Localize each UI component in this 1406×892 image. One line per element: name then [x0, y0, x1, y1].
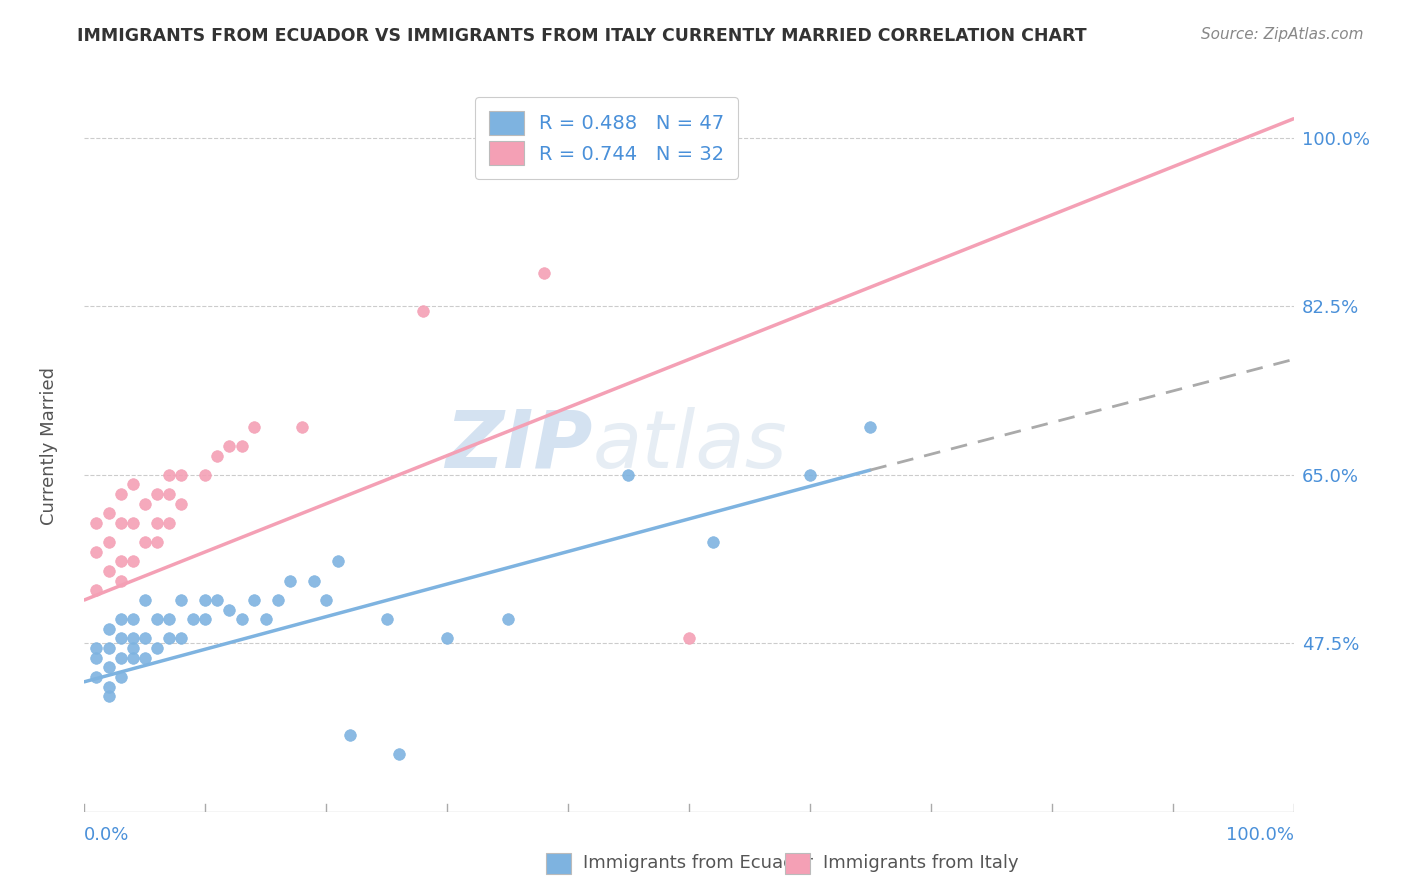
Point [207, 449, 229, 463]
Point [496, 612, 519, 626]
Point [218, 602, 240, 616]
Point [231, 612, 253, 626]
Point [121, 632, 143, 646]
Point [110, 554, 132, 568]
Point [121, 477, 143, 491]
Point [146, 487, 169, 501]
Point [678, 632, 700, 646]
Point [799, 467, 821, 482]
Legend: R = 0.488   N = 47, R = 0.744   N = 32: R = 0.488 N = 47, R = 0.744 N = 32 [475, 97, 738, 178]
Point [218, 439, 240, 453]
Point [170, 467, 193, 482]
Point [97, 680, 120, 694]
Text: Source: ZipAtlas.com: Source: ZipAtlas.com [1201, 27, 1364, 42]
Point [134, 650, 156, 665]
Point [157, 632, 180, 646]
Point [194, 593, 217, 607]
Point [242, 593, 264, 607]
Point [388, 747, 411, 761]
Point [146, 516, 169, 530]
Point [339, 728, 361, 742]
Point [533, 266, 555, 280]
Point [157, 487, 180, 501]
Point [121, 650, 143, 665]
Point [110, 574, 132, 588]
Point [702, 535, 724, 549]
Point [121, 554, 143, 568]
Point [86, 516, 108, 530]
Point [97, 564, 120, 578]
Point [134, 497, 156, 511]
Point [86, 583, 108, 598]
Point [170, 593, 193, 607]
Point [157, 467, 180, 482]
Text: Immigrants from Italy: Immigrants from Italy [823, 855, 1018, 872]
Point [97, 690, 120, 704]
Point [170, 497, 193, 511]
Point [110, 516, 132, 530]
Point [97, 507, 120, 521]
Point [97, 535, 120, 549]
Point [121, 516, 143, 530]
Point [436, 632, 458, 646]
Point [146, 612, 169, 626]
Point [134, 632, 156, 646]
Point [207, 593, 229, 607]
Point [146, 535, 169, 549]
Text: atlas: atlas [592, 407, 787, 485]
Text: ZIP: ZIP [444, 407, 592, 485]
Point [267, 593, 290, 607]
Point [194, 467, 217, 482]
Point [110, 632, 132, 646]
Point [412, 304, 434, 318]
Point [97, 622, 120, 636]
Text: Currently Married: Currently Married [41, 367, 58, 525]
Point [278, 574, 301, 588]
Point [134, 593, 156, 607]
Point [302, 574, 325, 588]
Point [146, 641, 169, 656]
Text: IMMIGRANTS FROM ECUADOR VS IMMIGRANTS FROM ITALY CURRENTLY MARRIED CORRELATION C: IMMIGRANTS FROM ECUADOR VS IMMIGRANTS FR… [77, 27, 1087, 45]
Text: 100.0%: 100.0% [1226, 826, 1294, 844]
Point [170, 632, 193, 646]
Text: 0.0%: 0.0% [84, 826, 129, 844]
Point [157, 516, 180, 530]
Point [194, 612, 217, 626]
Point [86, 650, 108, 665]
Point [110, 650, 132, 665]
Point [859, 419, 882, 434]
Point [231, 439, 253, 453]
Point [86, 641, 108, 656]
Point [328, 554, 350, 568]
Point [110, 487, 132, 501]
Point [110, 612, 132, 626]
Point [315, 593, 337, 607]
Point [181, 612, 204, 626]
Point [134, 535, 156, 549]
Point [97, 641, 120, 656]
Point [375, 612, 398, 626]
Point [157, 612, 180, 626]
Point [242, 419, 264, 434]
Point [110, 670, 132, 684]
Point [97, 660, 120, 674]
Point [86, 545, 108, 559]
Point [254, 612, 277, 626]
Point [617, 467, 640, 482]
Text: Immigrants from Ecuador: Immigrants from Ecuador [583, 855, 814, 872]
Point [121, 612, 143, 626]
Point [86, 670, 108, 684]
Point [121, 641, 143, 656]
Point [291, 419, 314, 434]
